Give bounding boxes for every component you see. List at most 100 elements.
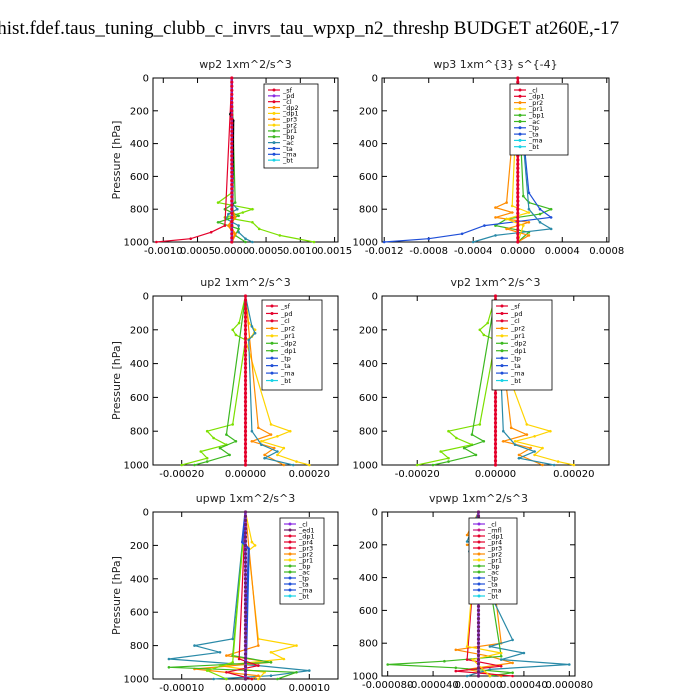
series-point — [272, 446, 276, 450]
legend-label: _pr1 — [298, 556, 313, 564]
zero-line-marker — [243, 378, 248, 383]
chart-title: wp3 1xm^{3} s^{-4} — [433, 58, 557, 71]
legend-label: _cl — [280, 317, 290, 325]
zero-line-marker — [493, 446, 498, 450]
legend-marker — [270, 371, 274, 375]
zero-line-marker — [230, 236, 234, 240]
series-point — [465, 543, 469, 547]
series-point — [263, 456, 266, 460]
series-point — [502, 440, 505, 443]
series-point — [505, 217, 508, 221]
series-point — [260, 440, 263, 443]
zero-line-marker — [243, 564, 248, 568]
legend-marker — [500, 319, 504, 323]
legend-label: _dp1 — [280, 347, 297, 355]
legend-label: _dp2 — [510, 340, 527, 348]
legend-marker — [518, 101, 522, 105]
legend-label: _ta — [282, 145, 293, 153]
zero-line-marker — [243, 463, 248, 467]
series-point — [250, 677, 254, 681]
zero-line-marker — [493, 459, 498, 463]
y-tick-label: 800 — [130, 427, 149, 438]
chart-panel-3: up2 1xm^2/s^3 Pressure [hPa] 0 200 400 600 800… — [110, 276, 339, 480]
legend-marker — [270, 364, 274, 368]
zero-line-marker — [243, 446, 248, 450]
zero-line-marker — [230, 162, 234, 166]
zero-line-marker — [243, 560, 248, 564]
zero-line-marker — [243, 677, 248, 681]
series-point — [251, 207, 254, 211]
zero-line-marker — [476, 645, 481, 649]
y-tick-label: 1000 — [124, 238, 149, 249]
series-point — [282, 463, 286, 467]
series-point — [282, 657, 286, 661]
series-point — [549, 227, 553, 231]
y-tick-label: 800 — [130, 205, 149, 216]
series-point — [216, 221, 220, 224]
legend-label: _pr3 — [298, 544, 313, 552]
zero-line-marker — [243, 332, 248, 336]
y-tick-label: 0 — [372, 74, 378, 85]
zero-line-marker — [230, 105, 234, 109]
legend-marker — [500, 304, 504, 308]
legend-marker — [272, 129, 276, 133]
series-point — [227, 212, 230, 216]
series-point — [522, 224, 525, 227]
legend-label: _ma — [282, 151, 297, 159]
zero-line-marker — [243, 349, 248, 353]
legend-marker — [288, 588, 292, 592]
y-tick-label: 600 — [130, 608, 149, 619]
y-tick-label: 1000 — [353, 672, 378, 683]
series-point — [282, 446, 286, 450]
zero-line-marker — [243, 429, 248, 433]
x-tick-label: -0.0010 — [144, 246, 183, 257]
zero-line-marker — [516, 162, 520, 166]
series-point — [228, 453, 231, 457]
zero-line-marker — [493, 442, 498, 446]
legend-marker — [270, 311, 274, 315]
series-point — [269, 661, 273, 664]
zero-line-marker — [243, 627, 248, 631]
series-point — [552, 463, 556, 467]
zero-line-marker — [243, 366, 248, 370]
series-point — [231, 328, 234, 332]
series-point — [525, 433, 529, 436]
zero-line-marker — [476, 653, 481, 658]
series-point — [278, 234, 282, 237]
zero-line-marker — [230, 211, 234, 215]
chart-panel-1: wp2 1xm^2/s^3 Pressure [hPa] 0 200 400 600 800… — [110, 58, 352, 257]
legend-label: _pr2 — [282, 121, 297, 129]
zero-line-marker — [243, 548, 248, 552]
legend: _sf_pd_cl_pr2_pr1_dp2_dp1_tp_ta_ma_bt — [261, 299, 323, 391]
zero-line-marker — [243, 421, 248, 425]
zero-line-marker — [243, 648, 248, 652]
legend-label: _pr1 — [280, 332, 295, 340]
zero-line-marker — [476, 625, 481, 629]
zero-line-marker — [243, 362, 248, 366]
legend-marker — [288, 540, 292, 544]
zero-line-marker — [516, 236, 520, 240]
zero-line-marker — [230, 101, 234, 105]
zero-line-marker — [493, 416, 498, 421]
series-point — [269, 423, 273, 426]
zero-line-marker — [243, 581, 248, 585]
chart-title: upwp 1xm^2/s^3 — [196, 492, 296, 505]
zero-line-marker — [516, 203, 520, 207]
series-point — [510, 204, 514, 208]
zero-line-marker — [243, 556, 248, 560]
zero-line-marker — [516, 166, 520, 170]
zero-line-marker — [230, 92, 234, 96]
zero-line-marker — [230, 96, 234, 101]
zero-line-marker — [230, 150, 234, 154]
series-point — [257, 644, 260, 647]
zero-line-marker — [516, 224, 520, 228]
legend-marker — [272, 146, 276, 150]
legend-label: _ac — [298, 568, 310, 576]
chart-panel-5: upwp 1xm^2/s^3 Pressure [hPa] 0 200 400 600 80… — [110, 492, 339, 694]
legend-marker — [272, 117, 276, 121]
zero-line-marker — [493, 404, 498, 408]
zero-line-marker — [516, 158, 520, 162]
legend-label: _ta — [280, 362, 291, 370]
zero-line-marker — [243, 639, 248, 644]
series-point — [231, 423, 234, 426]
